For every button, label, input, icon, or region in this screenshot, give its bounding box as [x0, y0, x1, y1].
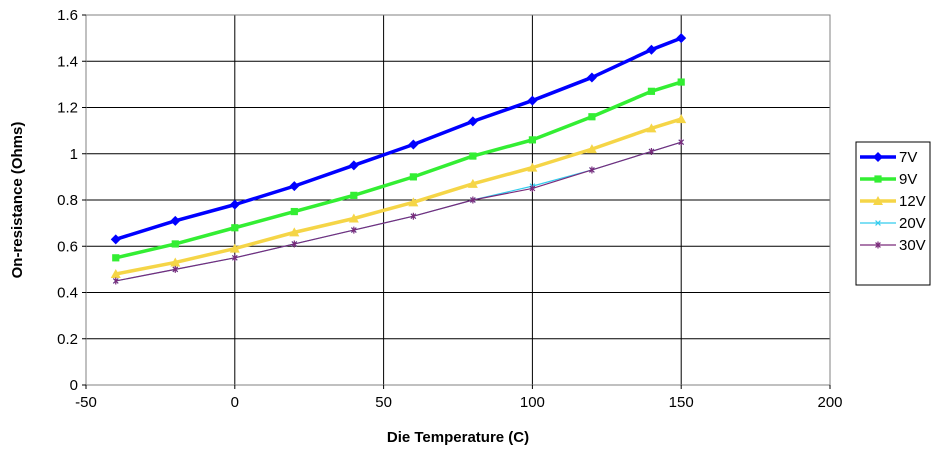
- data-point: [467, 178, 478, 188]
- data-point: [648, 147, 655, 155]
- data-point: [350, 226, 357, 234]
- data-point: [231, 224, 239, 232]
- y-tick-label: 1: [70, 146, 78, 163]
- series-line: [115, 141, 682, 282]
- data-point: [646, 44, 657, 55]
- data-point: [289, 181, 300, 192]
- data-point: [229, 243, 240, 253]
- data-point: [112, 254, 120, 262]
- data-point: [873, 152, 883, 162]
- legend-label: 9V: [899, 171, 917, 188]
- data-point: [589, 166, 595, 174]
- data-point: [470, 196, 476, 204]
- series-12v: [110, 114, 687, 278]
- data-point: [348, 213, 359, 223]
- x-axis-ticks: -50 0 50 100 150 200: [75, 385, 843, 411]
- legend-box: [855, 141, 931, 286]
- data-point: [410, 212, 417, 220]
- data-point: [408, 197, 419, 207]
- data-point: [290, 207, 298, 216]
- x-tick-label: 100: [520, 394, 545, 411]
- data-point: [676, 33, 687, 44]
- x-tick-label: 200: [817, 394, 842, 411]
- legend-item-30v: 30V: [860, 237, 926, 254]
- series-20v: [112, 139, 685, 284]
- y-tick-label: 0.2: [57, 331, 78, 348]
- data-point: [469, 152, 477, 160]
- data-point: [874, 175, 882, 183]
- y-tick-label: 0.6: [57, 238, 78, 255]
- data-point: [172, 265, 179, 273]
- data-point: [528, 136, 536, 144]
- legend-label: 30V: [899, 237, 926, 254]
- data-point: [678, 138, 685, 146]
- series-7v: [110, 33, 687, 245]
- x-tick-label: 0: [231, 394, 239, 411]
- series-line: [115, 36, 682, 241]
- y-axis-label: On-resistance (Ohms): [9, 122, 26, 279]
- data-point: [586, 72, 597, 83]
- data-point: [676, 114, 687, 124]
- y-axis-ticks: 0 0.2 0.4 0.6 0.8 1 1.2 1.4 1.6: [57, 7, 86, 394]
- legend-item-20v: 20V: [860, 215, 926, 232]
- x-tick-label: 150: [669, 394, 694, 411]
- data-point: [110, 234, 121, 245]
- legend-item-7v: 7V: [860, 149, 917, 166]
- data-point: [289, 227, 300, 237]
- data-point: [291, 240, 298, 248]
- data-point: [170, 215, 181, 226]
- data-point: [229, 199, 240, 210]
- data-point: [408, 139, 419, 150]
- data-point: [586, 144, 597, 154]
- data-point: [112, 277, 119, 285]
- data-point: [467, 116, 478, 127]
- legend-label: 12V: [899, 193, 926, 210]
- x-axis-label: Die Temperature (C): [387, 429, 529, 446]
- data-point: [646, 123, 657, 133]
- y-tick-label: 1.4: [57, 53, 78, 70]
- series-9v: [112, 78, 685, 262]
- data-point: [647, 87, 656, 95]
- y-tick-label: 1.2: [57, 100, 78, 117]
- x-tick-label: -50: [75, 394, 97, 411]
- legend-label: 20V: [899, 215, 926, 232]
- data-point: [875, 220, 881, 226]
- y-tick-label: 1.6: [57, 7, 78, 24]
- legend: 7V 9V 12V 20V 30V: [855, 141, 931, 286]
- series-line: [115, 117, 682, 276]
- data-point: [170, 257, 181, 267]
- data-point: [875, 241, 881, 249]
- series-line: [115, 80, 682, 260]
- y-tick-label: 0.4: [57, 285, 78, 302]
- x-tick-label: 50: [375, 394, 392, 411]
- data-point: [409, 173, 417, 181]
- series-group: [110, 33, 687, 285]
- data-point: [529, 184, 536, 192]
- data-point: [677, 78, 685, 86]
- data-point: [527, 95, 538, 106]
- data-point: [171, 240, 179, 248]
- data-point: [110, 269, 121, 278]
- data-point: [527, 162, 538, 172]
- legend-label: 7V: [899, 149, 917, 166]
- data-point: [873, 196, 883, 205]
- data-point: [348, 160, 359, 171]
- data-point: [588, 113, 596, 121]
- y-tick-label: 0.8: [57, 192, 78, 209]
- series-line: [115, 141, 682, 282]
- legend-item-9v: 9V: [860, 171, 917, 188]
- y-tick-label: 0: [70, 377, 78, 394]
- data-point: [350, 191, 358, 199]
- legend-item-12v: 12V: [860, 193, 926, 210]
- grid-lines: [85, 15, 830, 386]
- series-30v: [112, 138, 685, 285]
- data-point: [231, 254, 238, 262]
